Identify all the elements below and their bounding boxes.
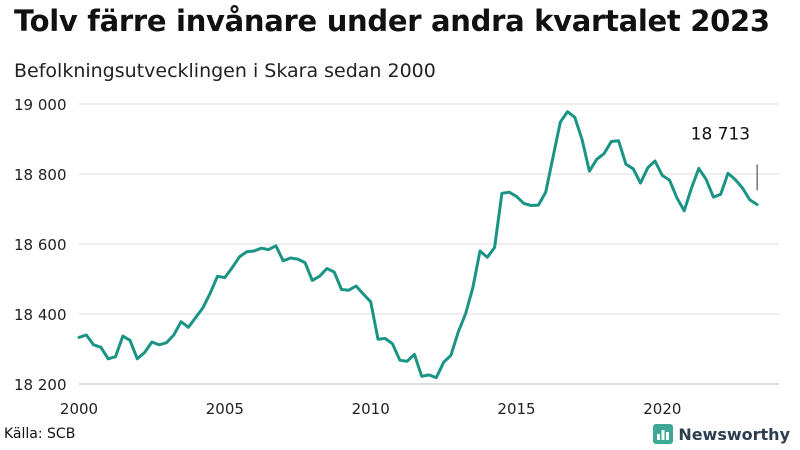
y-tick-label: 18 800 xyxy=(14,166,67,184)
source-note: Källa: SCB xyxy=(4,426,76,442)
y-axis: 18 200 18 400 18 600 18 800 19 000 xyxy=(14,96,67,394)
series-lines xyxy=(77,110,759,380)
y-tick-label: 18 200 xyxy=(14,376,67,394)
last-value-annotation: 18 713 xyxy=(691,124,758,191)
brand-logo: Newsworthy xyxy=(653,424,790,444)
y-tick-label: 18 400 xyxy=(14,306,67,324)
x-tick-label: 2010 xyxy=(352,400,390,418)
series-line xyxy=(77,110,759,380)
y-tick-label: 18 600 xyxy=(14,236,67,254)
x-tick-label: 2015 xyxy=(497,400,535,418)
y-tick-label: 19 000 xyxy=(14,96,67,114)
brand-name: Newsworthy xyxy=(678,424,790,444)
x-tick-label: 2020 xyxy=(643,400,681,418)
x-tick-label: 2000 xyxy=(60,400,98,418)
annotation-label: 18 713 xyxy=(691,124,750,144)
chart-subtitle: Befolkningsutvecklingen i Skara sedan 20… xyxy=(14,60,436,82)
x-tick-label: 2005 xyxy=(206,400,244,418)
x-axis: 2000 2005 2010 2015 2020 xyxy=(60,400,682,418)
grid-lines xyxy=(79,103,779,385)
newsworthy-logo-icon xyxy=(653,424,674,444)
chart-title: Tolv färre invånare under andra kvartale… xyxy=(14,4,770,38)
